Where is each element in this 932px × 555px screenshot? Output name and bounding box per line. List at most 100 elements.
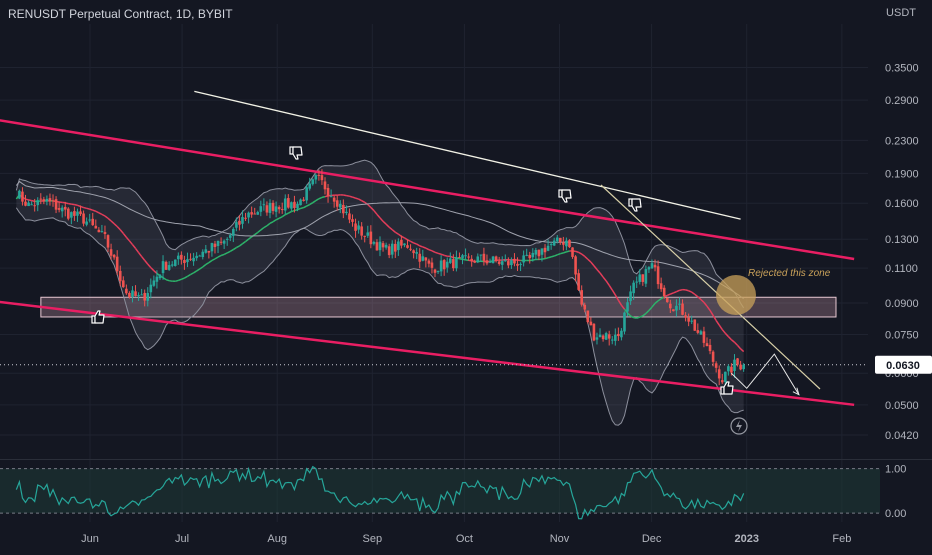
candle-body[interactable]: [535, 250, 538, 255]
candle-body[interactable]: [159, 275, 162, 279]
candle-body[interactable]: [504, 260, 507, 261]
candle-body[interactable]: [311, 179, 314, 184]
candle-body[interactable]: [333, 198, 336, 202]
candle-body[interactable]: [287, 198, 290, 208]
candle-body[interactable]: [678, 304, 681, 305]
candle-body[interactable]: [724, 372, 727, 382]
candle-body[interactable]: [406, 245, 409, 248]
candle-body[interactable]: [150, 285, 153, 293]
candle-body[interactable]: [122, 280, 125, 287]
candle-body[interactable]: [727, 366, 730, 371]
candle-body[interactable]: [614, 335, 617, 341]
candle-body[interactable]: [556, 238, 559, 242]
candle-body[interactable]: [363, 236, 366, 237]
candle-body[interactable]: [211, 243, 214, 251]
candle-body[interactable]: [52, 200, 55, 201]
candle-body[interactable]: [593, 324, 596, 341]
candle-body[interactable]: [602, 336, 605, 340]
candle-body[interactable]: [391, 244, 394, 255]
candle-body[interactable]: [736, 358, 739, 364]
candle-body[interactable]: [263, 204, 266, 205]
candle-body[interactable]: [336, 200, 339, 206]
candle-body[interactable]: [266, 205, 269, 212]
candle-body[interactable]: [489, 262, 492, 263]
candle-body[interactable]: [98, 230, 101, 232]
candle-body[interactable]: [58, 208, 61, 210]
candle-body[interactable]: [244, 218, 247, 219]
candle-body[interactable]: [645, 269, 648, 284]
candle-body[interactable]: [134, 291, 137, 296]
candle-body[interactable]: [486, 260, 489, 263]
candle-body[interactable]: [476, 256, 479, 262]
candle-body[interactable]: [657, 266, 660, 284]
candle-body[interactable]: [220, 242, 223, 243]
candle-body[interactable]: [382, 243, 385, 247]
candle-body[interactable]: [559, 238, 562, 242]
candle-body[interactable]: [412, 250, 415, 253]
candle-body[interactable]: [648, 267, 651, 269]
candle-body[interactable]: [235, 222, 238, 228]
candle-body[interactable]: [565, 241, 568, 247]
candle-body[interactable]: [590, 322, 593, 326]
candle-body[interactable]: [620, 331, 623, 338]
candle-body[interactable]: [577, 273, 580, 290]
candle-body[interactable]: [180, 255, 183, 260]
candle-body[interactable]: [580, 290, 583, 304]
candle-body[interactable]: [76, 212, 79, 216]
candle-body[interactable]: [293, 202, 296, 208]
candle-body[interactable]: [703, 331, 706, 342]
candle-body[interactable]: [171, 264, 174, 265]
candle-body[interactable]: [113, 255, 116, 258]
candle-body[interactable]: [388, 246, 391, 255]
candle-body[interactable]: [174, 260, 177, 266]
candle-body[interactable]: [531, 253, 534, 257]
candle-body[interactable]: [492, 257, 495, 264]
candle-body[interactable]: [742, 365, 745, 369]
candle-body[interactable]: [525, 255, 528, 256]
candle-body[interactable]: [370, 232, 373, 245]
candle-body[interactable]: [250, 212, 253, 214]
candle-body[interactable]: [70, 212, 73, 218]
candle-body[interactable]: [192, 258, 195, 261]
candle-body[interactable]: [480, 255, 483, 256]
candle-body[interactable]: [669, 304, 672, 309]
candle-body[interactable]: [522, 255, 525, 262]
candle-body[interactable]: [104, 232, 107, 234]
candle-body[interactable]: [348, 213, 351, 219]
rejection-circle[interactable]: [716, 275, 756, 315]
candle-body[interactable]: [49, 198, 52, 201]
candle-body[interactable]: [119, 271, 122, 281]
candle-body[interactable]: [544, 248, 547, 252]
candle-body[interactable]: [638, 274, 641, 281]
candle-body[interactable]: [428, 261, 431, 264]
candle-body[interactable]: [510, 260, 513, 265]
candle-body[interactable]: [238, 221, 241, 225]
candle-body[interactable]: [272, 203, 275, 211]
candle-body[interactable]: [461, 255, 464, 258]
candle-body[interactable]: [721, 380, 724, 382]
candle-body[interactable]: [217, 241, 220, 246]
candle-body[interactable]: [27, 203, 30, 206]
candle-body[interactable]: [64, 207, 67, 210]
candle-body[interactable]: [327, 188, 330, 196]
candle-body[interactable]: [186, 259, 189, 262]
candle-body[interactable]: [360, 226, 363, 235]
candle-body[interactable]: [177, 256, 180, 260]
candle-body[interactable]: [296, 204, 299, 209]
candle-body[interactable]: [666, 298, 669, 302]
candle-body[interactable]: [446, 262, 449, 268]
candle-body[interactable]: [354, 223, 357, 230]
candle-body[interactable]: [473, 261, 476, 263]
candle-body[interactable]: [409, 249, 412, 250]
candle-body[interactable]: [553, 241, 556, 246]
candle-body[interactable]: [140, 294, 143, 295]
candle-body[interactable]: [495, 256, 498, 260]
candle-body[interactable]: [376, 242, 379, 250]
candle-body[interactable]: [290, 202, 293, 208]
candle-body[interactable]: [608, 334, 611, 338]
candle-body[interactable]: [712, 352, 715, 362]
candle-body[interactable]: [324, 181, 327, 189]
candle-body[interactable]: [623, 313, 626, 332]
candle-body[interactable]: [46, 199, 49, 201]
candle-body[interactable]: [507, 261, 510, 265]
